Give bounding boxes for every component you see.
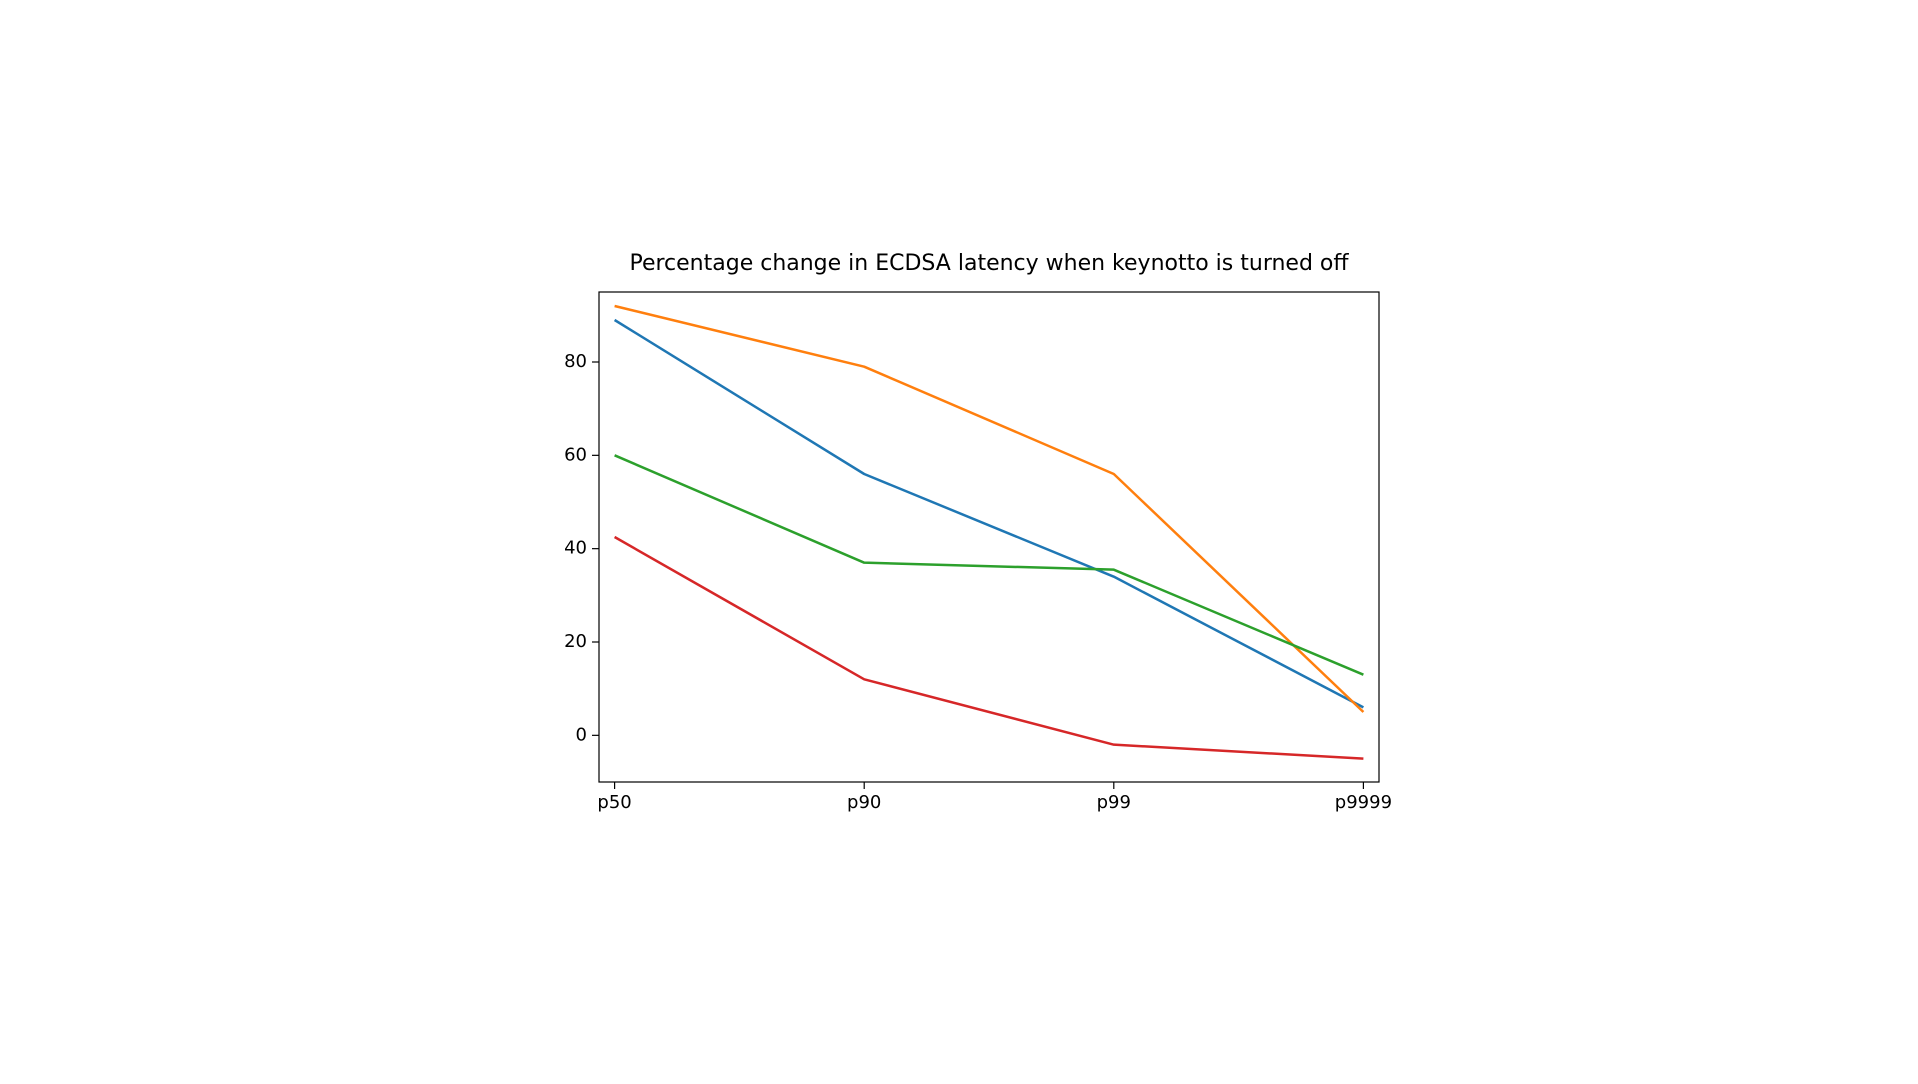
y-tick-label: 40 — [564, 538, 587, 559]
y-tick-label: 60 — [564, 444, 587, 465]
x-tick-label: p50 — [597, 792, 631, 813]
chart-title: Percentage change in ECDSA latency when … — [629, 251, 1349, 276]
x-tick-label: p99 — [1097, 792, 1131, 813]
plot-border — [599, 292, 1379, 782]
y-tick-label: 0 — [576, 724, 587, 745]
y-tick-label: 20 — [564, 631, 587, 652]
line-chart: Percentage change in ECDSA latency when … — [459, 222, 1459, 862]
series-line-series-2 — [615, 306, 1364, 712]
chart-container: Percentage change in ECDSA latency when … — [459, 222, 1459, 862]
x-tick-label: p90 — [847, 792, 881, 813]
series-line-series-1 — [615, 320, 1364, 707]
y-tick-label: 80 — [564, 351, 587, 372]
series-line-series-3 — [615, 455, 1364, 674]
x-tick-label: p9999 — [1335, 792, 1392, 813]
